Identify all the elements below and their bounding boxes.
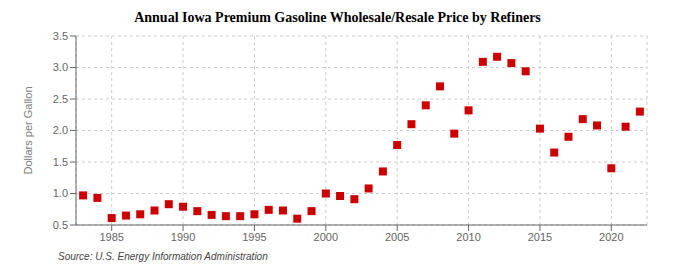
svg-text:1985: 1985: [99, 231, 123, 243]
svg-text:2.0: 2.0: [53, 124, 68, 136]
svg-text:1.0: 1.0: [53, 187, 68, 199]
svg-text:1.5: 1.5: [53, 156, 68, 168]
svg-text:2005: 2005: [385, 231, 409, 243]
html-text:Annual Iowa Premium Gasoline W: Annual Iowa Premium Gasoline Wholesale/R…: [134, 10, 541, 25]
svg-text:2010: 2010: [456, 231, 480, 243]
html-text:Source: U.S. Energy Informatio: Source: U.S. Energy Information Administ…: [58, 251, 268, 262]
svg-text:2000: 2000: [314, 231, 338, 243]
svg-text:1995: 1995: [242, 231, 266, 243]
svg-text:Dollars per Gallon: Dollars per Gallon: [22, 86, 34, 174]
svg-text:2015: 2015: [528, 231, 552, 243]
svg-text:1990: 1990: [171, 231, 195, 243]
svg-text:2.5: 2.5: [53, 93, 68, 105]
svg-text:2020: 2020: [599, 231, 623, 243]
svg-text:3.0: 3.0: [53, 61, 68, 73]
svg-text:3.5: 3.5: [53, 30, 68, 42]
svg-text:0.5: 0.5: [53, 219, 68, 231]
